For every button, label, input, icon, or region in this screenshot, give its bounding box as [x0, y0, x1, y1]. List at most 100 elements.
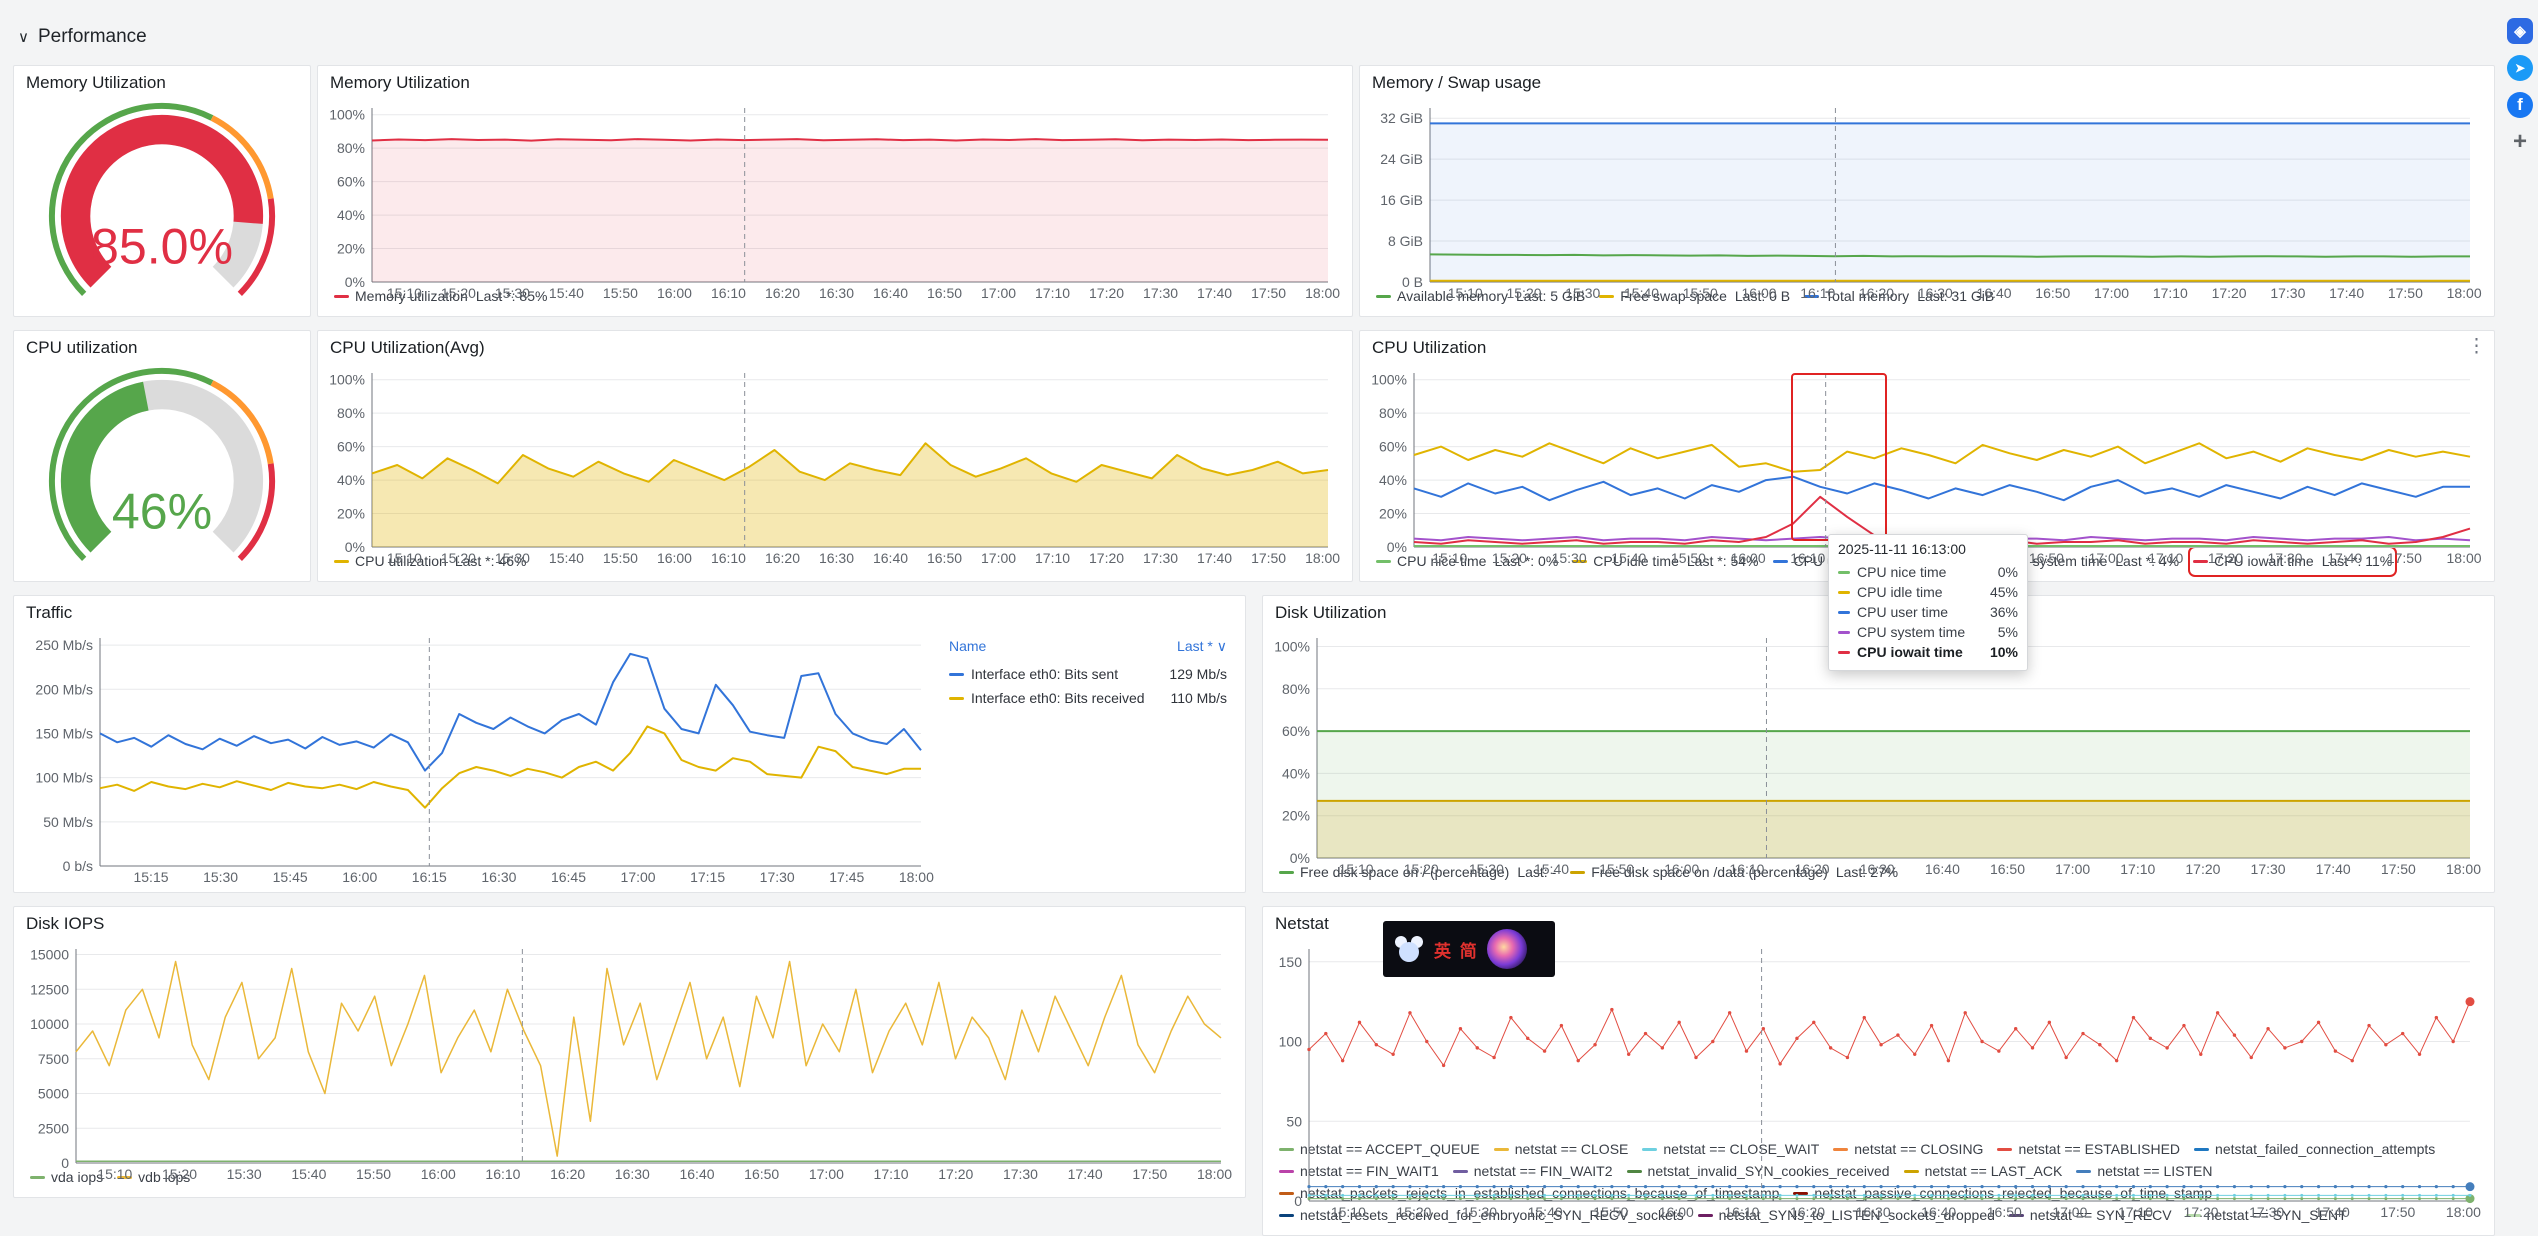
- legend-item[interactable]: netstat == CLOSE_WAIT: [1642, 1139, 1819, 1160]
- legend-item[interactable]: netstat == ACCEPT_QUEUE: [1279, 1139, 1480, 1160]
- legend-swatch-icon: [949, 672, 964, 676]
- svg-text:16:50: 16:50: [2035, 285, 2070, 301]
- panel-title[interactable]: Traffic: [26, 603, 73, 622]
- svg-text:17:30: 17:30: [1003, 1166, 1038, 1182]
- legend-item[interactable]: Free disk space on / (percentage) Last: -: [1279, 862, 1556, 883]
- panel-menu-icon[interactable]: ⋮: [2467, 336, 2486, 357]
- legend-item[interactable]: Total memory Last: 31 GiB: [1804, 286, 1994, 307]
- legend-item[interactable]: netstat_packets_rejects_in_established_c…: [1279, 1183, 1779, 1204]
- svg-text:17:50: 17:50: [2381, 861, 2416, 877]
- panel-title[interactable]: Memory Utilization: [26, 73, 166, 92]
- panel-title[interactable]: CPU Utilization(Avg): [330, 338, 485, 357]
- legend-table-header-last[interactable]: Last * ∨: [1177, 638, 1227, 654]
- legend-item[interactable]: Free disk space on /data (percentage) Las…: [1570, 862, 1898, 883]
- svg-text:16:10: 16:10: [1790, 550, 1825, 566]
- legend-item[interactable]: netstat_failed_connection_attempts: [2194, 1139, 2435, 1160]
- memory-swap-chart[interactable]: 0 B 8 GiB 16 GiB 24 GiB 32 GiB 15:10 15:20 15:3…: [1368, 100, 2484, 301]
- svg-text:16:30: 16:30: [1860, 861, 1895, 877]
- panel-title[interactable]: Disk Utilization: [1275, 603, 1387, 622]
- plus-icon[interactable]: +: [2512, 128, 2527, 155]
- legend-item[interactable]: netstat == LISTEN: [2076, 1161, 2213, 1182]
- panel-traffic: Traffic 0 b/s 50 Mb/s 100 Mb/s 150 Mb/s 200 …: [13, 595, 1246, 893]
- legend-label: Free disk space on / (percentage): [1300, 864, 1510, 880]
- legend-item[interactable]: vda iops: [30, 1167, 103, 1188]
- panel-title[interactable]: Memory Utilization: [330, 73, 470, 92]
- legend-value: Last *: 85%: [475, 288, 548, 304]
- legend-value: Last: -: [1517, 864, 1557, 880]
- collapse-chevron-icon[interactable]: ∨: [18, 29, 29, 46]
- svg-text:50: 50: [1286, 1113, 1302, 1129]
- legend-item[interactable]: netstat == CLOSE: [1493, 1139, 1629, 1160]
- legend-item[interactable]: CPU nice time Last *: 0%: [1376, 551, 1558, 572]
- panel-title[interactable]: Memory / Swap usage: [1372, 73, 1542, 92]
- extension-icon-blue-2[interactable]: ➤: [2507, 55, 2533, 81]
- svg-text:15:40: 15:40: [291, 1166, 326, 1182]
- svg-text:16:45: 16:45: [551, 869, 586, 885]
- legend-item[interactable]: netstat_passive_connections_rejected_bec…: [1793, 1183, 2212, 1204]
- disk-iops-chart[interactable]: 0 2500 5000 7500 10000 12500 15000 15:10 15:20 15…: [22, 941, 1235, 1182]
- svg-text:17:45: 17:45: [829, 869, 864, 885]
- svg-text:17:50: 17:50: [2388, 285, 2423, 301]
- svg-text:17:40: 17:40: [1197, 550, 1232, 566]
- tooltip-series-value: 0%: [1997, 564, 2018, 580]
- legend-label: netstat == CLOSE: [1514, 1141, 1629, 1157]
- cpu-multi-chart[interactable]: 0% 20% 40% 60% 80% 100% 15:10 15:20 15:30 15:40 15…: [1368, 365, 2484, 566]
- legend-table-row[interactable]: Interface eth0: Bits sent 129 Mb/s: [949, 662, 1227, 686]
- svg-text:15:50: 15:50: [1683, 285, 1718, 301]
- svg-text:17:40: 17:40: [2316, 861, 2351, 877]
- legend-item[interactable]: netstat == FIN_WAIT2: [1452, 1161, 1613, 1182]
- legend-item[interactable]: netstat == ESTABLISHED: [1997, 1139, 2180, 1160]
- memory-utilization-gauge[interactable]: 85.0%: [14, 100, 310, 316]
- svg-text:15:15: 15:15: [133, 869, 168, 885]
- section-header-performance[interactable]: ∨ Performance: [18, 26, 147, 48]
- legend-item[interactable]: vdb iops: [117, 1167, 190, 1188]
- traffic-chart[interactable]: 0 b/s 50 Mb/s 100 Mb/s 150 Mb/s 200 Mb/s 250 …: [22, 630, 935, 888]
- cpu-utilization-gauge[interactable]: 46%: [14, 365, 310, 581]
- svg-text:200 Mb/s: 200 Mb/s: [35, 681, 93, 697]
- svg-text:40%: 40%: [1379, 472, 1407, 488]
- svg-text:16:00: 16:00: [1742, 285, 1777, 301]
- svg-text:100%: 100%: [1274, 638, 1310, 654]
- legend-item[interactable]: Free swap space Last: 0 B: [1599, 286, 1790, 307]
- legend-label: Free disk space on /data (percentage): [1591, 864, 1828, 880]
- svg-text:16:20: 16:20: [1795, 861, 1830, 877]
- svg-text:32 GiB: 32 GiB: [1380, 110, 1423, 126]
- panel-title[interactable]: Netstat: [1275, 914, 1329, 933]
- panel-title[interactable]: Disk IOPS: [26, 914, 105, 933]
- legend-item[interactable]: Memory utilization Last *: 85%: [334, 286, 547, 307]
- svg-text:150 Mb/s: 150 Mb/s: [35, 725, 93, 741]
- svg-text:16:00: 16:00: [1731, 550, 1766, 566]
- chart-tooltip: 2025-11-11 16:13:00 CPU nice time 0% CPU i…: [1828, 534, 2028, 671]
- legend-label: netstat == FIN_WAIT2: [1473, 1163, 1613, 1179]
- series-last-value: 110 Mb/s: [1170, 690, 1227, 706]
- legend-label: netstat == ACCEPT_QUEUE: [1300, 1141, 1480, 1157]
- svg-text:17:30: 17:30: [760, 869, 795, 885]
- panel-title[interactable]: CPU Utilization: [1372, 338, 1487, 357]
- legend-item[interactable]: CPU idle time Last *: 54%: [1572, 551, 1759, 572]
- svg-text:17:40: 17:40: [2315, 1204, 2350, 1220]
- svg-text:15:50: 15:50: [356, 1166, 391, 1182]
- legend-label: Memory utilization: [355, 288, 468, 304]
- memory-utilization-chart[interactable]: 0% 20% 40% 60% 80% 100% 15:10 15:20 15:30 15:40 15…: [326, 100, 1342, 301]
- legend-item[interactable]: netstat_invalid_SYN_cookies_received: [1626, 1161, 1890, 1182]
- legend-item[interactable]: netstat == FIN_WAIT1: [1279, 1161, 1439, 1182]
- facebook-icon[interactable]: f: [2507, 92, 2533, 118]
- panel-title[interactable]: CPU utilization: [26, 338, 138, 357]
- legend-item[interactable]: netstat == CLOSING: [1833, 1139, 1983, 1160]
- legend-item[interactable]: netstat == LAST_ACK: [1903, 1161, 2062, 1182]
- svg-text:16:10: 16:10: [1729, 861, 1764, 877]
- svg-text:150: 150: [1279, 954, 1303, 970]
- legend-table-header-name[interactable]: Name: [949, 638, 987, 654]
- svg-text:17:40: 17:40: [2327, 550, 2362, 566]
- svg-text:15:40: 15:40: [549, 285, 584, 301]
- legend-item[interactable]: Available memory Last: 5 GiB: [1376, 286, 1585, 307]
- svg-text:100: 100: [1279, 1034, 1303, 1050]
- svg-text:17:00: 17:00: [621, 869, 656, 885]
- sort-caret-icon: ∨: [1216, 638, 1227, 654]
- disk-utilization-chart[interactable]: 0% 20% 40% 60% 80% 100% 15:10 15:20 15:30 15:40 15…: [1271, 630, 2484, 877]
- cpu-avg-chart[interactable]: 0% 20% 40% 60% 80% 100% 15:10 15:20 15:30 15:40 15…: [326, 365, 1342, 566]
- legend-item[interactable]: CPU utilization Last *: 46%: [334, 551, 526, 572]
- legend-item[interactable]: CPU iowait time Last *: 11%: [2188, 548, 2398, 577]
- extension-icon-blue-1[interactable]: ◈: [2507, 18, 2533, 44]
- legend-table-row[interactable]: Interface eth0: Bits received 110 Mb/s: [949, 686, 1227, 710]
